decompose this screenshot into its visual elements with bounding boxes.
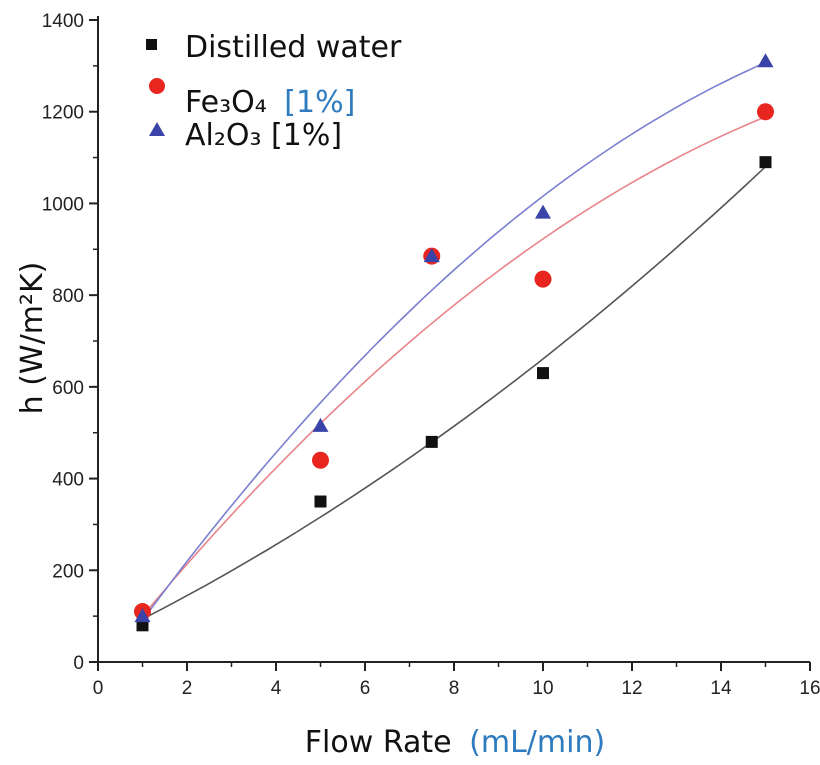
x-tick-label: 2 (182, 678, 193, 699)
point-al2o3 (423, 248, 440, 263)
x-axis-title: Flow Rate (mL/min) (305, 725, 605, 760)
legend-label-distilled-water: Distilled water (185, 30, 402, 65)
legend-label-fe3o4-suffix: [1%] (284, 85, 355, 120)
x-tick-label: 12 (621, 678, 642, 699)
legend-marker-al2o3 (149, 122, 165, 136)
legend-marker-distilled-water (146, 39, 157, 50)
point-al2o3 (757, 53, 774, 68)
x-tick-label: 4 (271, 678, 282, 699)
y-tick-label: 800 (52, 286, 84, 307)
data-points (134, 53, 774, 632)
y-tick-label: 1200 (42, 103, 84, 124)
legend-label-al2o3: Al₂O₃ [1%] (185, 118, 342, 153)
point-fe3o4 (312, 451, 329, 469)
y-ticks: 0 200 400 600 800 1000 1200 1400 (42, 11, 98, 674)
point-distilled-water (537, 367, 549, 380)
x-tick-label: 16 (799, 678, 820, 699)
point-fe3o4 (757, 103, 774, 121)
x-tick-label: 0 (93, 678, 104, 699)
y-tick-label: 200 (52, 561, 84, 582)
x-axis-title-unit: (mL/min) (469, 725, 605, 760)
point-distilled-water (136, 619, 149, 632)
x-tick-label: 8 (449, 678, 460, 699)
x-tick-label: 6 (360, 678, 371, 699)
point-al2o3 (312, 417, 329, 432)
fit-curve-2 (141, 61, 766, 621)
legend-label-fe3o4-main: Fe₃O₄ (185, 85, 267, 120)
legend: Distilled water Fe₃O₄ [1%] Al₂O₃ [1%] (146, 30, 402, 153)
y-tick-label: 600 (52, 378, 84, 399)
legend-marker-fe3o4 (149, 78, 165, 94)
point-distilled-water (425, 435, 438, 448)
point-al2o3 (535, 204, 551, 219)
point-al2o3 (134, 608, 151, 623)
y-tick-label: 1000 (42, 194, 84, 215)
y-tick-label: 0 (73, 653, 84, 674)
point-distilled-water (314, 495, 327, 508)
x-tick-label: 10 (532, 678, 553, 699)
point-distilled-water (759, 156, 772, 169)
fit-curve-1 (141, 116, 766, 617)
point-fe3o4 (534, 270, 552, 288)
x-ticks: 0 2 4 6 8 10 12 14 16 (93, 662, 820, 699)
y-tick-label: 1400 (42, 11, 84, 32)
x-tick-label: 14 (710, 678, 732, 699)
fit-curve-0 (142, 166, 767, 620)
x-axis-title-label: Flow Rate (305, 725, 452, 760)
y-tick-label: 400 (52, 470, 84, 491)
fit-curves (141, 61, 767, 621)
legend-label-fe3o4: Fe₃O₄ [1%] (185, 85, 355, 120)
y-axis-title: h (W/m²K) (15, 262, 50, 415)
